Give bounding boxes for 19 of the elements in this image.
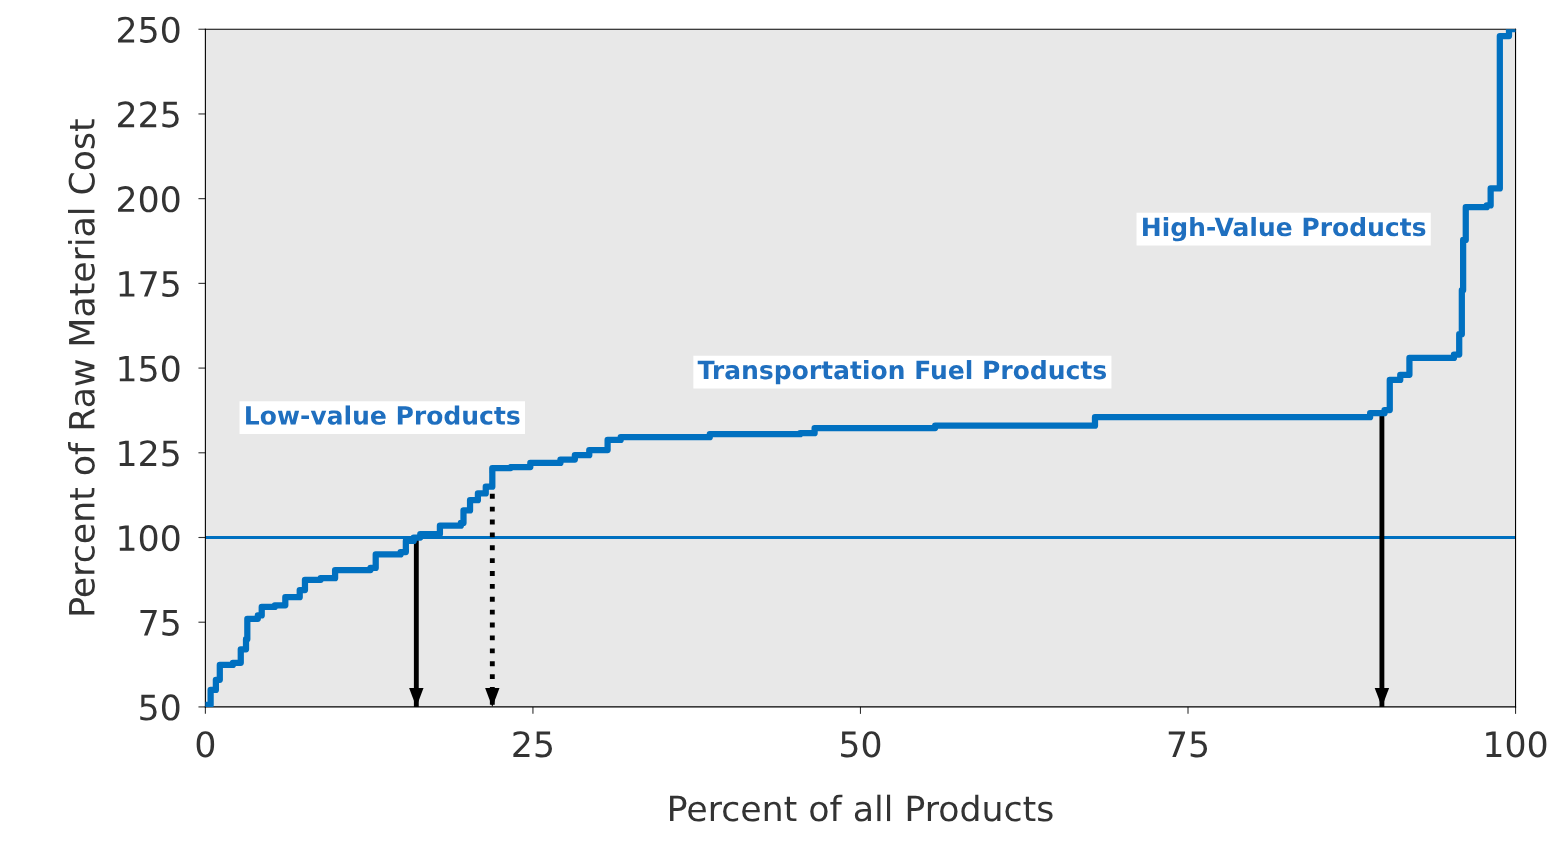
x-tick-label: 100 [1486, 731, 1547, 758]
y-tick-label: 100 [119, 524, 180, 552]
x-axis-title: Percent of all Products [670, 794, 1053, 822]
y-tick-label: 150 [119, 355, 180, 382]
y-tick-label: 75 [140, 610, 179, 636]
annotation: Transportation Fuel Products [697, 360, 1107, 385]
x-tick-label: 0 [196, 731, 215, 758]
y-tick-label: 250 [118, 16, 180, 43]
x-tick-label: 50 [841, 731, 881, 758]
annotation: Low-value Products [246, 405, 520, 425]
y-tick-label: 50 [140, 694, 180, 721]
annotation: High-Value Products [1143, 216, 1426, 242]
y-tick-label: 200 [118, 186, 180, 213]
y-tick-label: 225 [118, 101, 179, 128]
x-tick-label: 25 [513, 731, 552, 758]
y-tick-label: 175 [119, 271, 179, 298]
y-axis-title: Percent of Raw Material Cost [68, 119, 95, 615]
y-tick-label: 125 [119, 440, 179, 467]
x-tick-label: 75 [1168, 731, 1208, 758]
